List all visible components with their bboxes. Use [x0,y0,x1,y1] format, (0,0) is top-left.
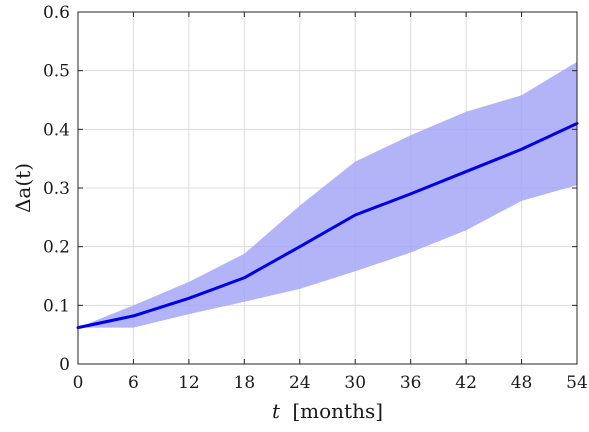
y-tick-label-4: 0.4 [43,120,70,140]
y-axis-label: Δa(t) [11,163,35,213]
y-tick-label-1: 0.1 [43,296,70,316]
y-tick-label-2: 0.2 [43,238,70,258]
series-line [76,121,579,330]
x-tick-label-6: 36 [400,373,422,393]
x-axis-label-unit: [months] [292,399,383,423]
x-tick-label-0: 0 [73,373,84,393]
y-tick-label-6: 0.6 [43,3,70,23]
x-tick-label-5: 30 [344,373,366,393]
x-axis-label-var: t [272,399,281,423]
x-tick-label-9: 54 [566,373,588,393]
x-tick-label-8: 48 [511,373,533,393]
x-axis-label: t [months] [272,399,383,423]
y-tick-label-3: 0.3 [43,179,70,199]
x-tick-label-7: 42 [455,373,477,393]
x-tick-label-3: 18 [234,373,256,393]
y-tick-label-0: 0 [59,355,70,375]
x-tick-label-1: 6 [128,373,139,393]
x-tick-labels: 0 6 12 18 24 30 36 42 48 54 [73,373,588,393]
confidence-band [78,61,577,328]
y-tick-label-5: 0.5 [43,62,70,82]
y-tick-labels: 0 0.1 0.2 0.3 0.4 0.5 0.6 [43,3,70,375]
x-tick-label-2: 12 [178,373,200,393]
x-tick-label-4: 24 [289,373,311,393]
tick-marks [77,11,578,365]
